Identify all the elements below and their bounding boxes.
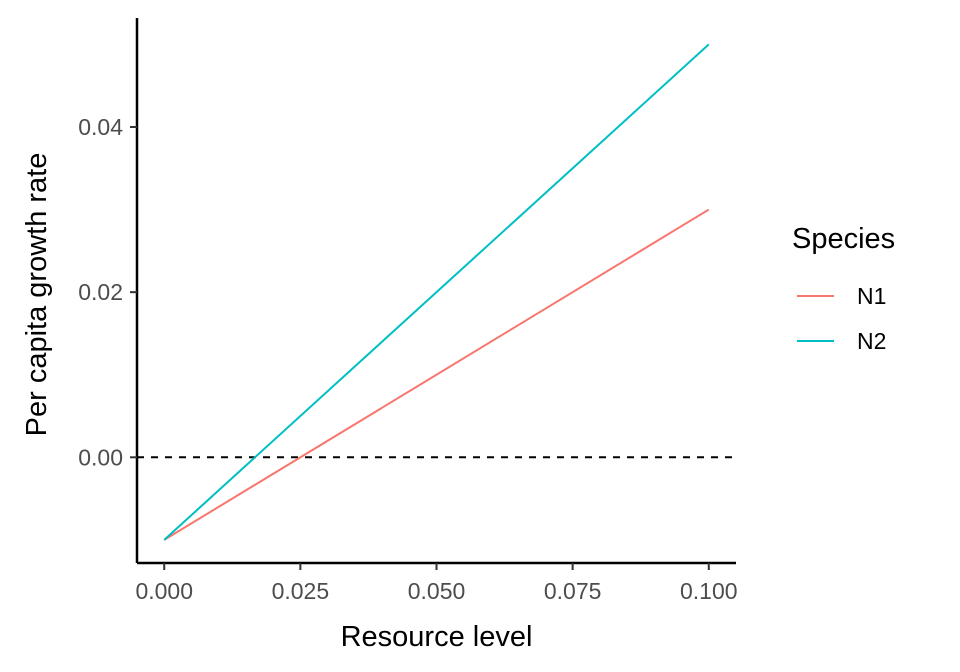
series-line-n1 (163, 208, 710, 541)
x-tick-label: 0.075 (544, 578, 602, 604)
x-tick-label: 0.000 (135, 578, 193, 604)
y-axis-title: Per capita growth rate (21, 153, 53, 437)
legend: Species N1 N2 (792, 223, 895, 354)
legend-title: Species (792, 223, 895, 255)
y-tick-label: 0.02 (78, 279, 123, 305)
x-tick-label: 0.100 (680, 578, 738, 604)
series-line-n2 (163, 43, 710, 541)
y-tick-label: 0.04 (78, 114, 123, 140)
x-tick-label: 0.025 (272, 578, 330, 604)
x-tick-label: 0.050 (408, 578, 466, 604)
x-axis-ticks: 0.000 0.025 0.050 0.075 0.100 (135, 563, 738, 604)
y-tick-label: 0.00 (78, 444, 123, 470)
y-axis-ticks: 0.00 0.02 0.04 (78, 114, 137, 470)
legend-items: N1 N2 (797, 283, 886, 354)
legend-label-n2: N2 (857, 328, 886, 354)
x-axis-title: Resource level (341, 621, 533, 653)
legend-label-n1: N1 (857, 283, 886, 309)
series-layer (163, 43, 710, 541)
